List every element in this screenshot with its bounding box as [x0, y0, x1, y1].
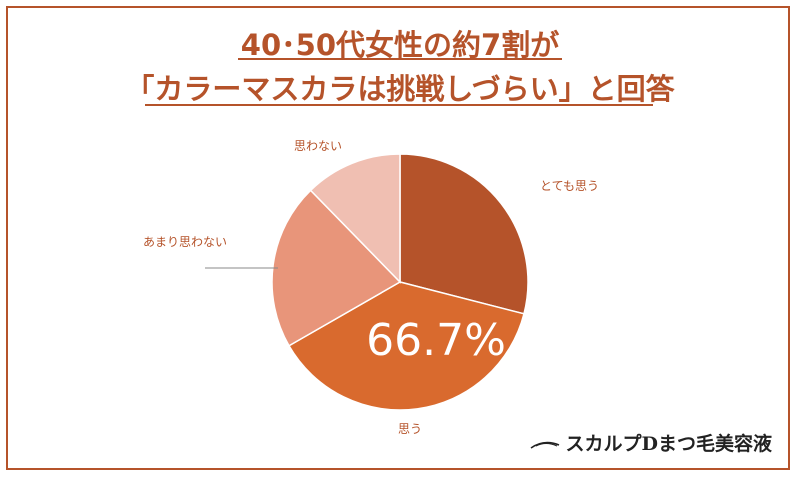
chart-frame — [6, 6, 790, 470]
title-underline-2 — [145, 104, 653, 106]
slice-label-1: とても思う — [540, 179, 599, 193]
chart-title-line2: 「カラーマスカラは挑戦しづらい」と回答 — [125, 72, 675, 106]
slice-label-4: 思わない — [294, 139, 342, 153]
eyelash-icon — [530, 441, 559, 449]
pie-slice-4 — [309, 153, 401, 284]
pie-slice-1 — [399, 153, 529, 315]
slice-label-3: あまり思わない — [143, 235, 227, 249]
chart-title-line1: 40･50代女性の約7割が — [240, 28, 560, 62]
title-underline-1 — [238, 58, 562, 60]
highlight-percentage: 66.7% — [366, 315, 506, 366]
brand-logo-text: スカルプDまつ毛美容液 — [565, 433, 772, 455]
pie-slice-2 — [287, 281, 525, 411]
pie-slice-3 — [271, 189, 402, 347]
brand-logo: スカルプDまつ毛美容液 — [530, 429, 772, 456]
slice-label-2: 思う — [398, 422, 422, 436]
